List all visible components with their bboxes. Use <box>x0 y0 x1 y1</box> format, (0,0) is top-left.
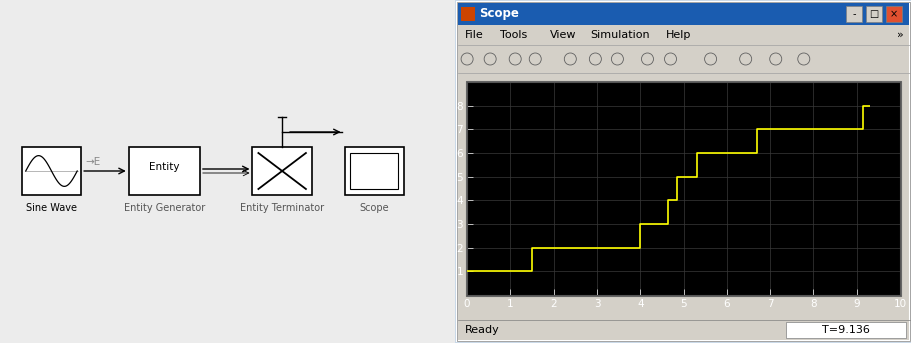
Bar <box>457 320 908 340</box>
Text: Simulation: Simulation <box>589 30 650 40</box>
Bar <box>350 153 397 189</box>
Text: -: - <box>851 9 855 19</box>
Bar <box>466 81 900 296</box>
Text: »: » <box>896 30 903 40</box>
Text: Help: Help <box>665 30 691 40</box>
Bar <box>128 147 200 195</box>
Text: File: File <box>465 30 484 40</box>
Bar <box>461 7 475 21</box>
Text: □: □ <box>868 9 877 19</box>
Bar <box>785 322 905 338</box>
Bar <box>844 6 861 22</box>
Text: Scope: Scope <box>478 8 518 21</box>
Bar <box>886 83 898 95</box>
Bar <box>885 6 901 22</box>
Bar <box>457 25 908 45</box>
Text: Tools: Tools <box>499 30 527 40</box>
Bar <box>252 147 312 195</box>
Bar <box>865 6 881 22</box>
Text: View: View <box>549 30 576 40</box>
Text: Entity: Entity <box>148 162 179 172</box>
Bar <box>344 147 404 195</box>
Text: Entity Terminator: Entity Terminator <box>240 203 323 213</box>
Text: Sine Wave: Sine Wave <box>26 203 77 213</box>
Text: Ready: Ready <box>465 325 499 335</box>
Text: Entity Generator: Entity Generator <box>124 203 205 213</box>
Bar <box>22 147 81 195</box>
Bar <box>457 45 908 73</box>
Text: T=9.136: T=9.136 <box>821 325 869 335</box>
Bar <box>457 3 908 25</box>
Text: →E: →E <box>85 157 100 167</box>
Text: ×: × <box>889 9 897 19</box>
Text: Scope: Scope <box>359 203 389 213</box>
